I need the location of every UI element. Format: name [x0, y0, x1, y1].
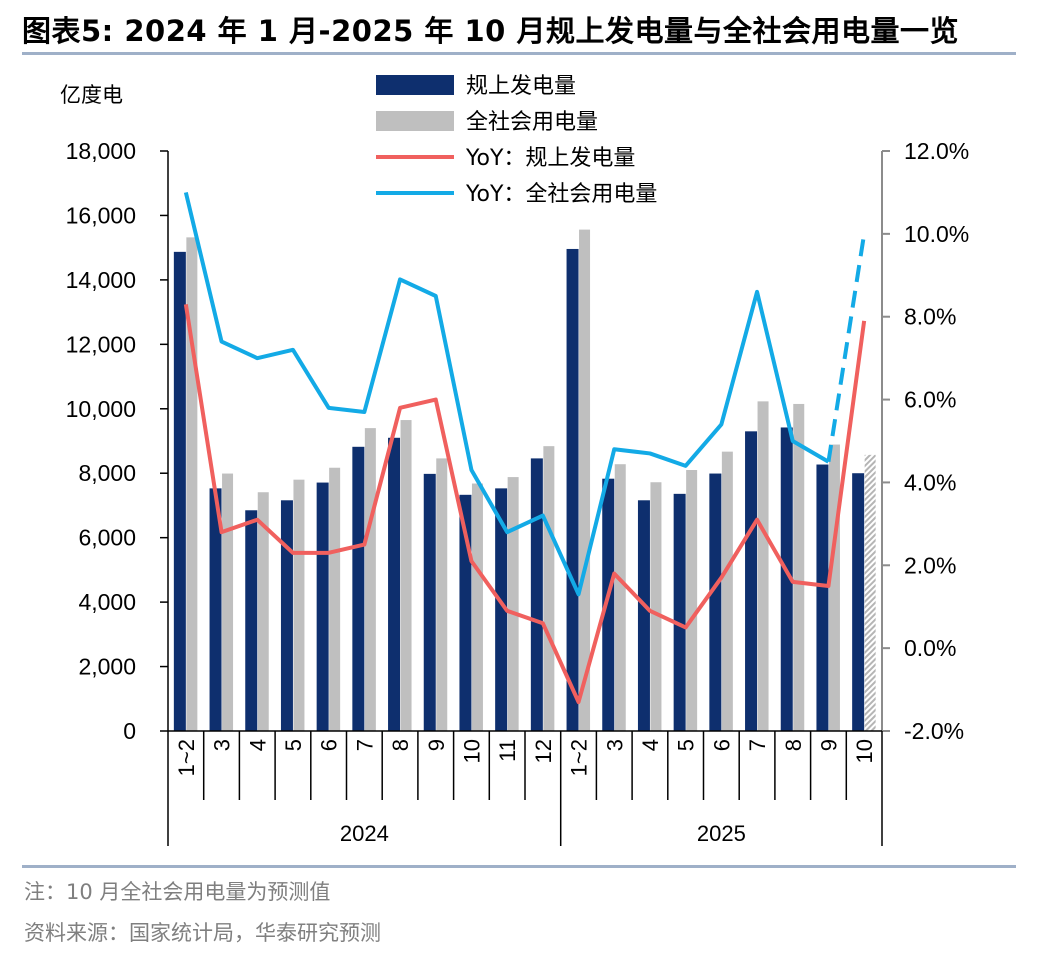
title-divider — [22, 52, 1016, 55]
bar-industrial-7 — [423, 473, 436, 731]
bar-industrial-1 — [209, 488, 222, 731]
x-tick-label: 4 — [638, 739, 663, 751]
bar-society-12 — [614, 464, 626, 731]
bar-society-11 — [579, 229, 591, 731]
legend-swatch — [376, 111, 454, 131]
bar-society-9 — [507, 477, 519, 731]
x-tick-label: 4 — [245, 739, 270, 751]
right-tick-label: 2.0% — [904, 552, 956, 578]
bar-industrial-3 — [280, 500, 293, 731]
bar-industrial-15 — [709, 473, 722, 731]
bar-society-5 — [364, 428, 376, 731]
bar-society-10 — [543, 446, 555, 731]
chart: 0 2,000 4,000 6,000 8,000 10,000 12,000 14,000 1… — [60, 74, 969, 846]
x-tick-label: 10 — [852, 739, 877, 763]
left-tick-label: 14,000 — [66, 267, 136, 293]
left-tick-label: 0 — [123, 718, 136, 744]
right-tick-label: 0.0% — [904, 635, 956, 661]
x-tick-label: 5 — [674, 739, 699, 751]
bar-industrial-18 — [816, 464, 829, 731]
source-note: 资料来源：国家统计局，华泰研究预测 — [24, 921, 381, 945]
bar-industrial-13 — [637, 500, 650, 731]
bar-industrial-9 — [495, 488, 508, 731]
bar-society-17 — [793, 403, 805, 731]
bar-society-1 — [222, 473, 234, 731]
year-label: 2025 — [697, 821, 746, 846]
bar-industrial-0 — [173, 251, 186, 731]
bar-society-8 — [471, 483, 483, 731]
axes-group: 0 2,000 4,000 6,000 8,000 10,000 12,000 14,000 1… — [60, 83, 969, 846]
bar-society-16 — [757, 401, 769, 731]
bar-society-3 — [293, 479, 305, 731]
bar-industrial-6 — [388, 437, 401, 731]
legend-label: YoY：规上发电量 — [465, 146, 635, 171]
bar-industrial-5 — [352, 446, 365, 731]
x-tick-label: 1~2 — [567, 739, 592, 776]
x-tick-label: 1~2 — [174, 739, 199, 776]
bar-society-18 — [828, 444, 840, 731]
bars-group — [173, 229, 876, 731]
bar-industrial-12 — [602, 478, 615, 731]
left-tick-label: 10,000 — [66, 396, 136, 422]
legend-label: 全社会用电量 — [466, 110, 598, 135]
right-tick-label: 12.0% — [904, 138, 969, 164]
left-tick-label: 12,000 — [66, 331, 136, 357]
x-tick-label: 7 — [352, 739, 377, 751]
bar-industrial-11 — [566, 248, 579, 731]
bar-society-14 — [686, 470, 698, 731]
right-tick-label: 4.0% — [904, 469, 956, 495]
bar-society-7 — [436, 458, 448, 731]
x-tick-label: 11 — [495, 739, 520, 762]
footer-divider — [22, 865, 1016, 868]
bar-society-15 — [721, 451, 733, 731]
left-tick-label: 2,000 — [78, 654, 136, 680]
bar-industrial-17 — [780, 427, 793, 731]
x-tick-label: 6 — [317, 739, 342, 751]
lines-group — [183, 191, 867, 704]
x-tick-label: 3 — [602, 739, 627, 751]
x-tick-label: 8 — [781, 739, 806, 751]
chart-title: 图表5: 2024 年 1 月-2025 年 10 月规上发电量与全社会用电量一… — [22, 14, 959, 48]
bar-industrial-14 — [673, 493, 686, 731]
line-industrial-yoy — [183, 303, 867, 704]
bar-industrial-4 — [316, 482, 329, 731]
x-tick-label: 9 — [816, 739, 841, 751]
left-tick-label: 8,000 — [78, 460, 136, 486]
bar-society-2 — [257, 492, 269, 731]
x-tick-label: 3 — [210, 739, 235, 751]
line-society-yoy-forecast — [826, 233, 867, 463]
bar-industrial-10 — [530, 458, 543, 731]
x-tick-label: 9 — [424, 739, 449, 751]
bar-society-4 — [329, 467, 341, 731]
bar-industrial-16 — [745, 431, 758, 731]
left-axis-unit: 亿度电 — [60, 83, 123, 107]
legend-label: 规上发电量 — [466, 74, 576, 99]
legend-swatch — [376, 75, 454, 95]
right-tick-label: 6.0% — [904, 387, 956, 413]
right-tick-label: 10.0% — [904, 221, 969, 247]
bar-society-0 — [186, 237, 198, 731]
left-tick-label: 4,000 — [78, 589, 136, 615]
bar-industrial-19 — [852, 473, 865, 731]
x-tick-label: 12 — [531, 739, 556, 763]
left-tick-label: 16,000 — [66, 202, 136, 228]
bar-society-13 — [650, 482, 662, 731]
bar-society-6 — [400, 420, 412, 731]
line-society-yoy — [183, 191, 830, 597]
forecast-note: 注：10 月全社会用电量为预测值 — [24, 880, 331, 904]
legend-label: YoY：全社会用电量 — [465, 182, 657, 207]
year-label: 2024 — [340, 821, 389, 846]
bar-society-forecast-19 — [864, 454, 876, 731]
bar-industrial-2 — [245, 510, 258, 731]
x-tick-label: 5 — [281, 739, 306, 751]
x-tick-label: 10 — [459, 739, 484, 763]
right-tick-label: 8.0% — [904, 304, 956, 330]
left-tick-label: 6,000 — [78, 525, 136, 551]
x-tick-label: 6 — [709, 739, 734, 751]
right-tick-label: -2.0% — [904, 718, 964, 744]
x-tick-label: 7 — [745, 739, 770, 751]
x-tick-label: 8 — [388, 739, 413, 751]
left-tick-label: 18,000 — [66, 138, 136, 164]
